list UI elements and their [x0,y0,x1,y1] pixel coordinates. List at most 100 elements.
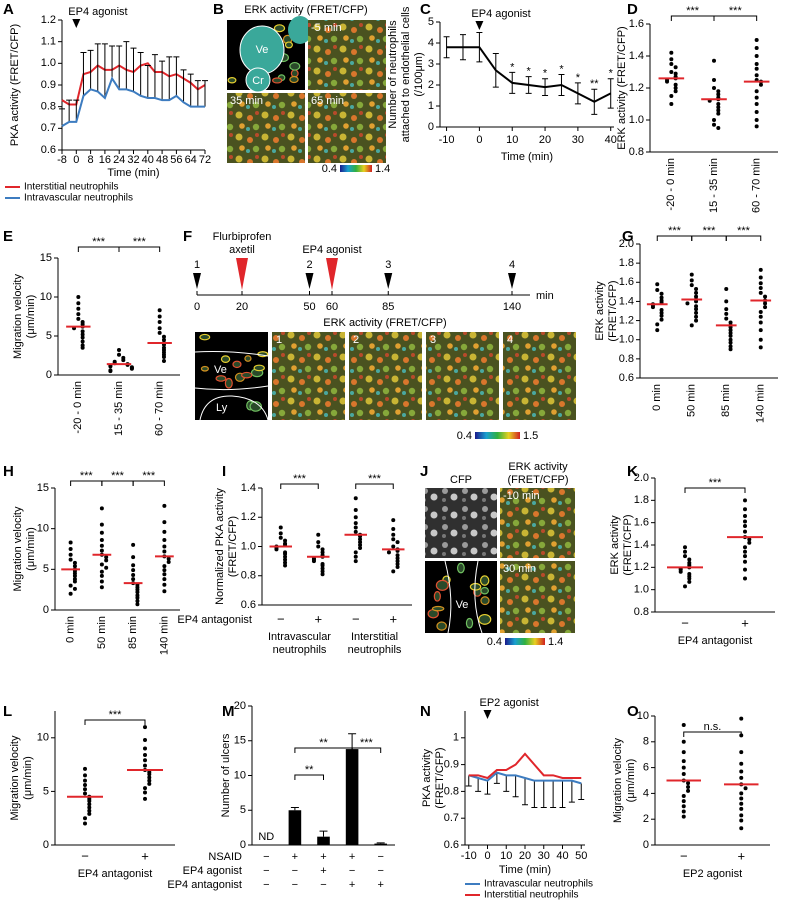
point-label: * [543,68,548,80]
x-tick-label: − [352,611,360,626]
data-point [739,813,744,818]
data-point [739,818,744,823]
y-tick-label: 2 [428,79,434,91]
data-point [99,585,104,590]
y-axis-label: Normalized PKA activity [214,488,226,605]
data-point [72,579,77,584]
data-point [283,557,288,562]
x-axis-label: Time (min) [107,167,159,179]
tile-label: 35 min [230,95,263,107]
data-point [104,558,109,563]
data-point [283,551,288,556]
data-point [99,543,104,548]
significance-label: *** [737,225,751,237]
y-axis-label: PKA activity [421,748,433,807]
y-tick-label: 1.0 [41,57,56,69]
data-point [80,332,85,337]
x-tick-label: -8 [57,154,67,166]
micrograph [227,93,305,163]
data-point [743,507,747,512]
cell-outline [436,621,447,631]
condition-label: EP4 agonist [183,865,242,877]
x-tick-label: -10 [461,850,477,862]
event-marker [193,273,201,289]
data-point [320,563,325,568]
data-point [754,89,759,94]
data-point [743,554,747,559]
data-point [763,305,768,310]
data-point [694,314,699,319]
y-tick-label: 10 [234,769,246,781]
x-tick-label: -20 - 0 min [72,381,84,434]
data-point [758,275,763,280]
x-tick-label: 0 min [651,384,663,411]
data-point [76,312,81,317]
micrograph [349,332,422,420]
cell-outline [456,562,465,574]
data-point [716,108,721,113]
y-tick-label: 0.7 [444,812,459,824]
x-tick-label: 50 min [686,384,698,417]
y-tick-label: 1.0 [629,114,644,126]
annotation-arrow [72,19,81,28]
data-point [143,737,147,742]
error-bar [187,73,194,107]
y-tick-label: 0.8 [619,353,634,365]
x-tick-label: 20 [539,134,551,146]
x-tick-label: 32 [127,154,139,166]
data-point [687,579,692,584]
significance-label: *** [293,473,307,485]
panel-letter: F [183,228,192,245]
region-label: Cr [252,75,264,87]
data-point [162,572,167,577]
colorbar [475,432,520,439]
data-point [320,566,325,571]
data-point [669,70,674,74]
legend-label: Intravascular neutrophils [24,193,133,204]
condition-value: − [349,865,355,877]
error-bar [59,108,65,127]
data-point [685,301,690,306]
group-label: Interstitial [351,631,398,643]
significance-label: ** [305,764,314,776]
data-point [395,559,400,564]
error-bar [348,733,357,750]
tile-label: -10 min [503,490,540,502]
x-tick-label: 85 min [720,384,732,417]
data-point [68,591,73,596]
data-point [694,290,699,295]
panel-letter: L [3,703,12,720]
point-label: * [576,72,581,84]
cell-outline [431,605,445,612]
y-axis-label: (FRET/CFP) [622,514,634,575]
significance-bracket [713,15,758,21]
data-point [743,786,748,791]
data-point [83,791,87,796]
data-point [728,320,733,325]
cell-outline [244,355,252,362]
data-point [83,773,87,778]
y-tick-label: 5 [43,785,49,797]
y-tick-label: 2.0 [634,472,649,484]
cell-outline [290,69,299,78]
data-point [739,801,744,806]
y-tick-label: 10 [37,523,49,535]
data-point [650,305,655,310]
series-line [446,46,612,103]
x-tick-label: 72 [199,154,211,166]
cell-outline [200,365,209,372]
data-point [712,78,716,82]
error-bar [166,56,173,101]
error-bar [123,41,130,90]
data-point [99,573,104,578]
colorbar-label: 1.4 [548,636,563,648]
data-point [681,750,686,755]
data-point [143,752,147,757]
annotation: EP2 agonist [480,697,539,709]
data-point [157,330,162,335]
cell-outline [224,377,233,389]
data-point [83,821,87,826]
data-point [283,560,288,565]
panel-letter: B [213,1,224,18]
y-tick-label: 1.2 [41,14,56,26]
